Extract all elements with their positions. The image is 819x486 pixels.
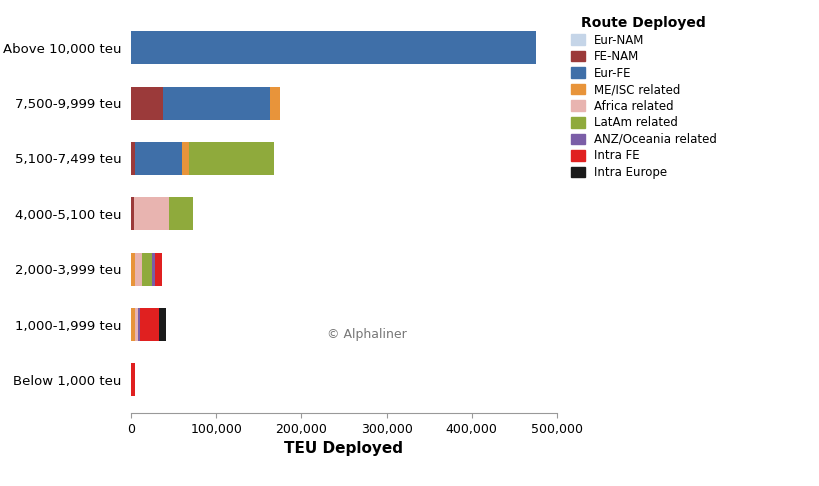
- Bar: [131, 142, 135, 175]
- Bar: [135, 142, 182, 175]
- Bar: [182, 142, 189, 175]
- Bar: [135, 308, 138, 341]
- Bar: [159, 308, 166, 341]
- Bar: [131, 31, 536, 65]
- Bar: [131, 308, 135, 341]
- Bar: [189, 142, 274, 175]
- Bar: [131, 87, 164, 120]
- Bar: [164, 87, 270, 120]
- Bar: [131, 197, 133, 230]
- Legend: Eur-NAM, FE-NAM, Eur-FE, ME/ISC related, Africa related, LatAm related, ANZ/Ocea: Eur-NAM, FE-NAM, Eur-FE, ME/ISC related,…: [567, 13, 721, 182]
- Bar: [135, 253, 143, 286]
- Bar: [133, 197, 170, 230]
- Bar: [143, 253, 152, 286]
- Bar: [131, 364, 135, 397]
- Bar: [140, 308, 159, 341]
- Bar: [270, 87, 280, 120]
- Bar: [152, 253, 155, 286]
- Text: © Alphaliner: © Alphaliner: [327, 328, 407, 341]
- Bar: [138, 308, 140, 341]
- Bar: [155, 253, 161, 286]
- Bar: [170, 197, 193, 230]
- X-axis label: TEU Deployed: TEU Deployed: [284, 441, 404, 456]
- Bar: [131, 253, 135, 286]
